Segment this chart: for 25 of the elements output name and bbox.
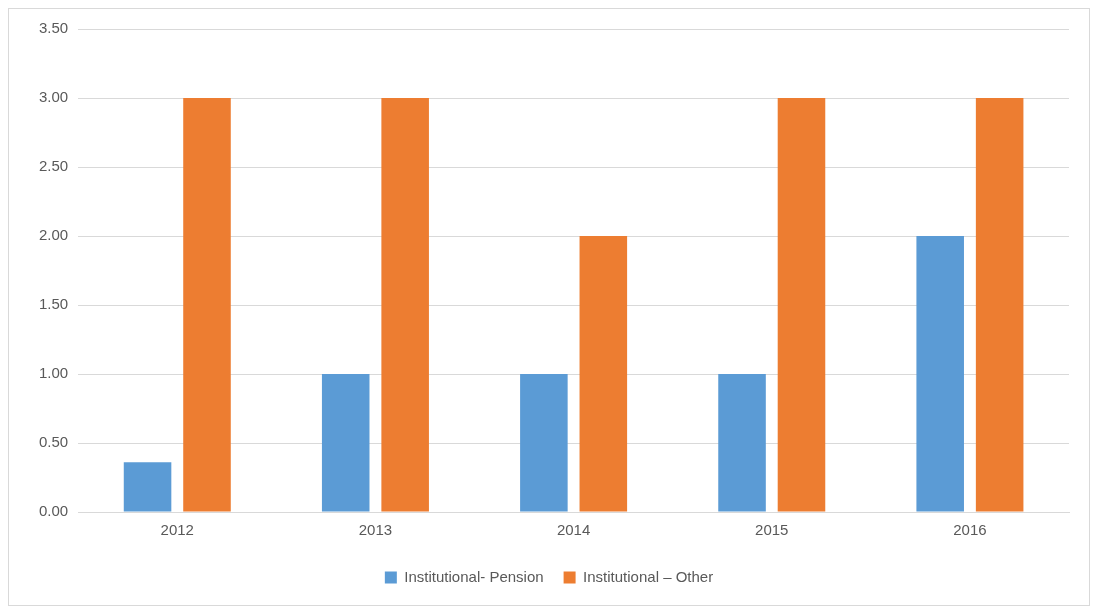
y-tick-label: 3.50 xyxy=(38,19,69,37)
y-tick-label: 0.50 xyxy=(38,433,69,451)
y-tick-label: 1.50 xyxy=(38,295,69,313)
bar xyxy=(718,374,766,512)
bar xyxy=(916,236,964,512)
x-tick-label: 2016 xyxy=(953,521,987,539)
y-tick-label: 3.00 xyxy=(38,88,69,106)
bar xyxy=(579,236,628,512)
bar xyxy=(777,98,826,512)
x-tick-label: 2012 xyxy=(160,521,194,539)
bar xyxy=(123,462,172,512)
x-tick-label: 2015 xyxy=(755,521,789,539)
x-tick-label: 2013 xyxy=(358,521,393,539)
y-tick-label: 0.00 xyxy=(38,502,69,520)
y-tick-label: 1.00 xyxy=(38,364,69,382)
x-tick-label: 2014 xyxy=(556,521,591,539)
y-tick-label: 2.50 xyxy=(38,157,69,175)
legend-label: Institutional- Pension xyxy=(404,567,544,585)
y-tick-label: 2.00 xyxy=(38,226,69,244)
legend-label: Institutional – Other xyxy=(583,567,714,585)
bar xyxy=(321,374,370,512)
bar xyxy=(381,98,429,512)
bar xyxy=(520,374,568,512)
bar xyxy=(975,98,1024,512)
bar xyxy=(183,98,231,512)
